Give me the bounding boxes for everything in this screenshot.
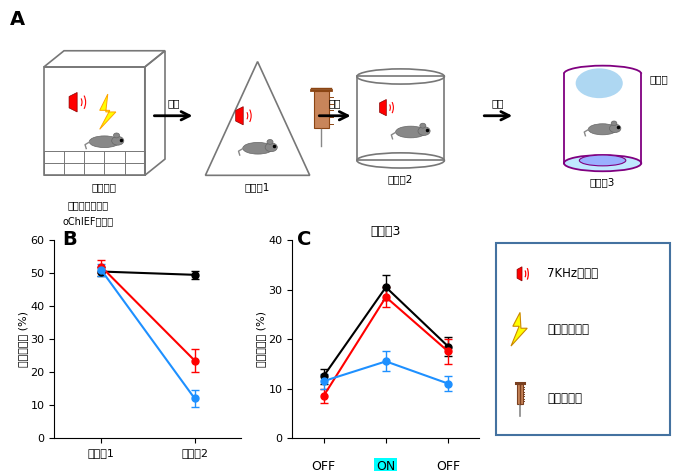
Y-axis label: すくみ反応 (%): すくみ反応 (%)	[18, 311, 28, 367]
Ellipse shape	[576, 68, 623, 98]
Text: A: A	[10, 10, 25, 29]
Polygon shape	[236, 106, 243, 125]
Text: １日: １日	[492, 98, 505, 108]
Ellipse shape	[114, 133, 120, 138]
Ellipse shape	[267, 139, 273, 144]
Text: 電気ショック: 電気ショック	[547, 323, 589, 336]
Ellipse shape	[396, 126, 426, 138]
Text: 7KHz音提示: 7KHz音提示	[547, 268, 598, 280]
Text: 活動した細胞を: 活動した細胞を	[67, 200, 108, 210]
Ellipse shape	[265, 143, 277, 152]
X-axis label: 光照射: 光照射	[375, 470, 397, 471]
Ellipse shape	[611, 121, 617, 126]
Polygon shape	[313, 91, 328, 128]
Polygon shape	[69, 92, 77, 112]
Text: １日: １日	[328, 98, 341, 108]
Y-axis label: すくみ反応 (%): すくみ反応 (%)	[256, 311, 266, 367]
FancyBboxPatch shape	[517, 384, 523, 404]
Ellipse shape	[564, 155, 641, 171]
Text: oChIEFで標識: oChIEFで標識	[62, 216, 113, 226]
Ellipse shape	[609, 124, 621, 132]
Polygon shape	[100, 94, 116, 129]
Text: テスト1: テスト1	[245, 182, 270, 192]
Ellipse shape	[588, 124, 617, 135]
Text: OFF: OFF	[311, 460, 336, 471]
Ellipse shape	[89, 136, 120, 147]
Text: 薬液の注入: 薬液の注入	[547, 392, 582, 405]
Text: ON: ON	[376, 460, 396, 471]
Text: テスト2: テスト2	[388, 174, 413, 184]
Ellipse shape	[112, 137, 124, 145]
Ellipse shape	[243, 142, 273, 154]
Text: 光照射: 光照射	[649, 74, 668, 84]
Ellipse shape	[579, 155, 626, 166]
Polygon shape	[517, 267, 522, 281]
Text: 条件付け: 条件付け	[92, 182, 117, 192]
Text: C: C	[297, 230, 311, 249]
Legend: 対照群, Ani 群, Ani + tBC 群: 対照群, Ani 群, Ani + tBC 群	[341, 291, 432, 340]
Polygon shape	[511, 312, 527, 346]
Text: １日: １日	[167, 98, 180, 108]
Ellipse shape	[420, 123, 426, 128]
Title: テスト3: テスト3	[371, 225, 401, 238]
Ellipse shape	[418, 127, 430, 135]
Text: OFF: OFF	[436, 460, 460, 471]
Text: テスト3: テスト3	[590, 177, 615, 187]
Text: B: B	[62, 230, 77, 249]
Polygon shape	[379, 99, 386, 116]
